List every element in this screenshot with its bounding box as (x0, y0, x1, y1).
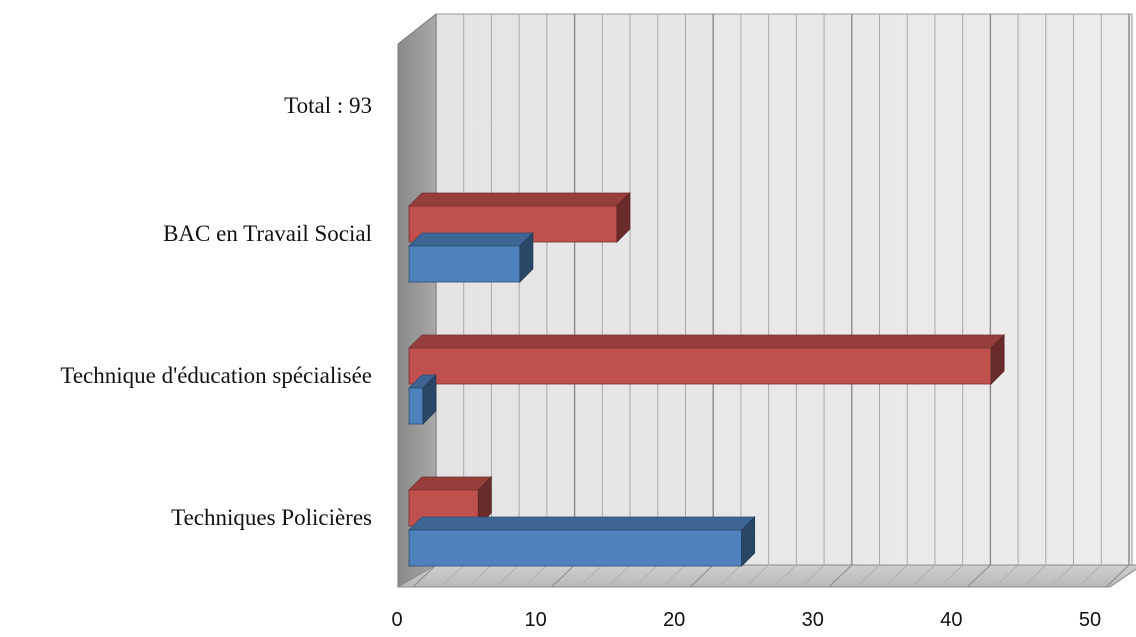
category-label: Total : 93 (284, 93, 372, 118)
floor-gridline (551, 564, 575, 588)
floor-gridline (412, 564, 437, 588)
floor-gridline (1050, 564, 1074, 588)
bar-series1-0-top (408, 516, 756, 531)
bar-series2-1-end (990, 334, 1005, 385)
bar-series2-1-front (408, 347, 992, 385)
x-tick-label: 40 (940, 609, 962, 631)
floor-gridline (828, 564, 853, 588)
floor-gridline (745, 564, 769, 588)
bars-layer (408, 192, 1006, 567)
bar-series1-2-top (408, 232, 534, 247)
category-label: Technique d'éducation spécialisée (60, 363, 372, 388)
floor-gridline (468, 564, 492, 588)
bar-series1-1 (408, 374, 437, 425)
bar-series2-0-end (477, 476, 492, 527)
x-tick-label: 30 (802, 609, 824, 631)
floor-gridline (939, 564, 964, 588)
bar-series1-0 (408, 516, 756, 567)
floor-gridline (994, 564, 1019, 588)
bar-series1-2-front (408, 245, 521, 283)
floor-gridline (523, 564, 548, 588)
x-tick-label: 50 (1079, 609, 1101, 631)
labels-layer: Techniques Policières Technique d'éducati… (60, 93, 1101, 631)
floor-gridline (773, 564, 797, 588)
bar-series1-0-front (408, 529, 743, 567)
x-tick-label: 0 (391, 609, 402, 631)
floor-gridline (662, 564, 686, 588)
floor-gridline (717, 564, 742, 588)
bar-series2-1 (408, 334, 1006, 385)
back-wall (430, 13, 1133, 566)
floor-gridline (440, 564, 465, 588)
floor-gridline (606, 564, 631, 588)
category-label: BAC en Travail Social (163, 221, 372, 246)
bar-series2-2-end (616, 192, 631, 243)
floor (396, 564, 1136, 588)
floor-gridline (1077, 564, 1102, 588)
floor-gridline (911, 564, 936, 588)
bar-series1-0-end (741, 516, 756, 567)
floor-gridline (634, 564, 659, 588)
floor-gridline (967, 564, 991, 588)
bar-series1-1-end (422, 374, 437, 425)
floor-gridline (578, 564, 603, 588)
floor-gridline (800, 564, 825, 588)
floor-gridline (689, 564, 714, 588)
bar-series1-2-end (519, 232, 534, 283)
bar-series1-1-front (408, 387, 424, 425)
bar-series2-0-top (408, 476, 493, 491)
bar-series2-1-top (408, 334, 1006, 349)
floor-gridline (495, 564, 520, 588)
floor-gridline (883, 564, 908, 588)
bar-series2-2-top (408, 192, 631, 207)
x-tick-label: 20 (663, 609, 685, 631)
floor-gridline (856, 564, 880, 588)
bar-series1-2 (408, 232, 534, 283)
x-tick-label: 10 (524, 609, 546, 631)
category-label: Techniques Policières (171, 505, 372, 530)
plot-area (396, 12, 1136, 588)
floor-gridline (1105, 564, 1130, 588)
floor-gridline (1022, 564, 1047, 588)
